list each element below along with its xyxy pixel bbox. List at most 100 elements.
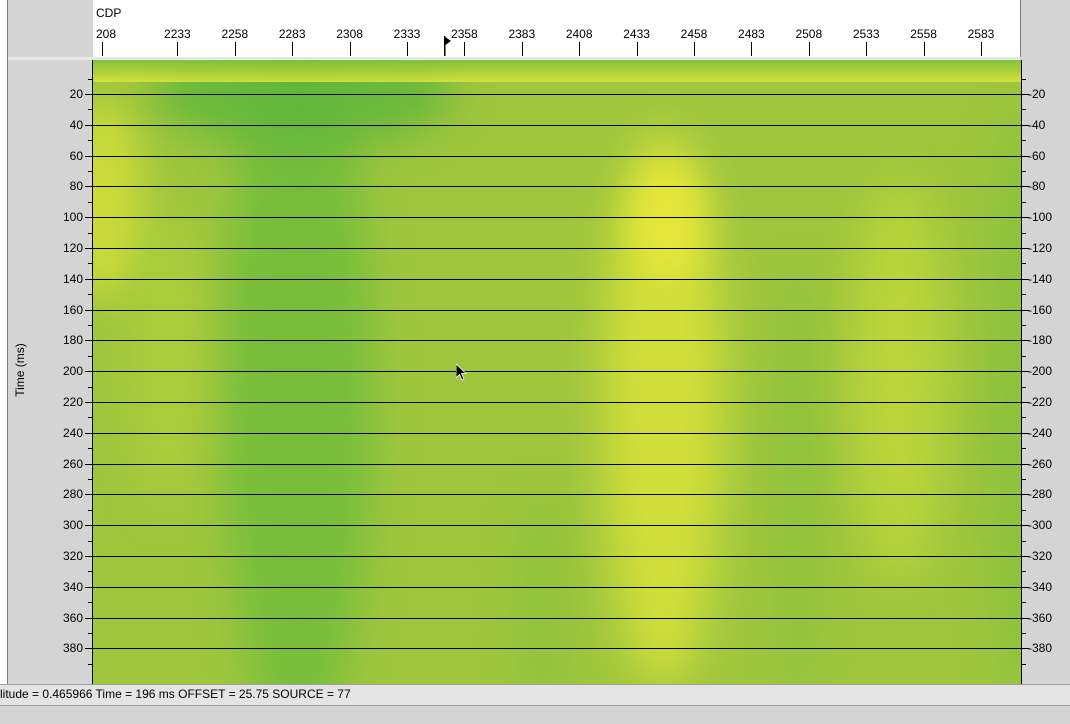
time-tick-minor-left xyxy=(88,417,93,419)
time-tick-major-right xyxy=(1021,217,1029,219)
mouse-pointer-icon xyxy=(455,363,468,387)
time-tick-major-left xyxy=(85,124,93,126)
cdp-tick-label: 2283 xyxy=(278,27,306,41)
cdp-tick-mark xyxy=(292,42,294,56)
time-tick-major-left xyxy=(85,248,93,249)
time-tick-label-right: -80 xyxy=(1028,179,1046,194)
time-grid-line xyxy=(93,278,1021,280)
cdp-tick-label: 2508 xyxy=(795,27,823,41)
cdp-tick-mark xyxy=(694,42,695,56)
time-tick-major-right xyxy=(1021,186,1029,188)
position-marker-icon[interactable] xyxy=(444,36,452,61)
time-tick-minor-left xyxy=(88,201,93,203)
cdp-tick-label: 2358 xyxy=(451,27,478,41)
status-bar: litude = 0.465966 Time = 196 ms OFFSET =… xyxy=(0,684,1070,706)
time-tick-minor-left xyxy=(88,602,93,604)
time-tick-label-right: -140 xyxy=(1028,271,1053,286)
time-tick-label-right: -380 xyxy=(1028,641,1053,656)
time-tick-major-right xyxy=(1021,556,1029,557)
time-tick-label-right: -120 xyxy=(1028,241,1053,255)
cdp-tick-label: 2233 xyxy=(164,27,191,41)
time-grid-line xyxy=(93,586,1021,588)
time-grid-line xyxy=(93,402,1021,403)
time-tick-major-right xyxy=(1021,278,1029,280)
time-grid-line xyxy=(93,494,1021,496)
time-tick-major-left xyxy=(85,463,93,465)
cdp-tick-label: 2458 xyxy=(680,27,708,41)
time-tick-label-right: -60 xyxy=(1028,148,1046,163)
time-tick-label-right: -260 xyxy=(1028,456,1053,471)
time-grid-line xyxy=(93,463,1021,465)
time-tick-major-right xyxy=(1021,402,1029,403)
time-tick-minor-right xyxy=(1021,355,1026,357)
time-tick-label-left: 360 xyxy=(62,610,83,625)
time-tick-label-right: -100 xyxy=(1028,210,1053,225)
time-tick-major-left xyxy=(85,217,93,219)
time-tick-major-left xyxy=(85,155,93,157)
time-tick-major-right xyxy=(1021,248,1029,249)
time-tick-label-right: -160 xyxy=(1028,302,1053,317)
time-tick-minor-left xyxy=(88,386,93,388)
time-tick-minor-left xyxy=(88,325,93,326)
seismic-section-display[interactable] xyxy=(93,60,1021,684)
cdp-tick-mark xyxy=(177,42,179,56)
time-tick-label-left: 240 xyxy=(62,425,83,440)
dark-band-2550 xyxy=(983,100,1021,684)
cdp-tick-label: 2558 xyxy=(910,27,937,41)
time-tick-major-right xyxy=(1021,340,1029,342)
cdp-tick-label: 2333 xyxy=(393,27,421,41)
time-grid-line xyxy=(93,124,1021,126)
time-grid-line xyxy=(93,248,1021,249)
time-grid-line xyxy=(93,309,1021,311)
time-tick-minor-right xyxy=(1021,633,1026,634)
cdp-tick-label: 2483 xyxy=(738,27,765,41)
cdp-tick-mark xyxy=(521,42,523,56)
time-tick-major-right xyxy=(1021,617,1029,619)
time-tick-minor-left xyxy=(88,540,93,542)
time-tick-label-left: 60 xyxy=(69,148,83,163)
time-tick-label-left: 380 xyxy=(62,641,83,656)
yellow-left-edge xyxy=(93,100,143,300)
time-tick-label-left: 100 xyxy=(62,210,83,225)
time-tick-major-left xyxy=(85,340,93,342)
time-grid-line xyxy=(93,340,1021,342)
time-axis-left: 20 40 60 80 100 120 140 160 180 200 220 240 260 280 30… xyxy=(8,60,93,684)
time-tick-label-left: 180 xyxy=(62,333,83,348)
time-tick-minor-right xyxy=(1021,171,1026,172)
cdp-tick-label: 2583 xyxy=(967,27,995,41)
time-tick-label-left: 140 xyxy=(62,271,83,286)
dark-band-2500 xyxy=(773,260,823,684)
yellow-core-2458 xyxy=(633,160,703,280)
time-grid-line xyxy=(93,371,1021,373)
time-tick-minor-left xyxy=(88,479,93,480)
time-tick-major-left xyxy=(85,94,93,95)
time-tick-minor-left xyxy=(88,355,93,357)
time-tick-major-left xyxy=(85,556,93,557)
time-tick-major-left xyxy=(85,402,93,403)
time-tick-minor-right xyxy=(1021,325,1026,326)
time-tick-label-left: 300 xyxy=(62,518,83,533)
time-grid-line xyxy=(93,94,1021,95)
time-tick-label-left: 340 xyxy=(62,579,83,594)
time-tick-label-right: -180 xyxy=(1028,333,1053,348)
time-tick-label-left: 80 xyxy=(69,179,83,194)
left-frame-border xyxy=(0,0,8,684)
time-tick-major-right xyxy=(1021,124,1029,126)
time-tick-minor-right xyxy=(1021,540,1026,542)
cdp-tick-mark xyxy=(923,42,925,56)
time-tick-minor-right xyxy=(1021,140,1026,142)
cdp-tick-label: 2258 xyxy=(221,27,249,41)
cdp-tick-label: 2433 xyxy=(623,27,650,41)
cdp-tick-mark xyxy=(464,42,466,56)
time-tick-minor-left xyxy=(88,263,93,265)
header-separator xyxy=(8,57,1020,60)
time-tick-major-left xyxy=(85,309,93,311)
time-tick-minor-right xyxy=(1021,417,1026,419)
time-tick-label-right: -20 xyxy=(1028,87,1046,101)
time-tick-major-left xyxy=(85,432,93,434)
time-tick-major-right xyxy=(1021,494,1029,496)
time-tick-minor-left xyxy=(88,78,93,80)
cdp-tick-label: 208 xyxy=(95,27,117,41)
cdp-tick-mark xyxy=(866,42,868,56)
time-tick-major-right xyxy=(1021,94,1029,95)
